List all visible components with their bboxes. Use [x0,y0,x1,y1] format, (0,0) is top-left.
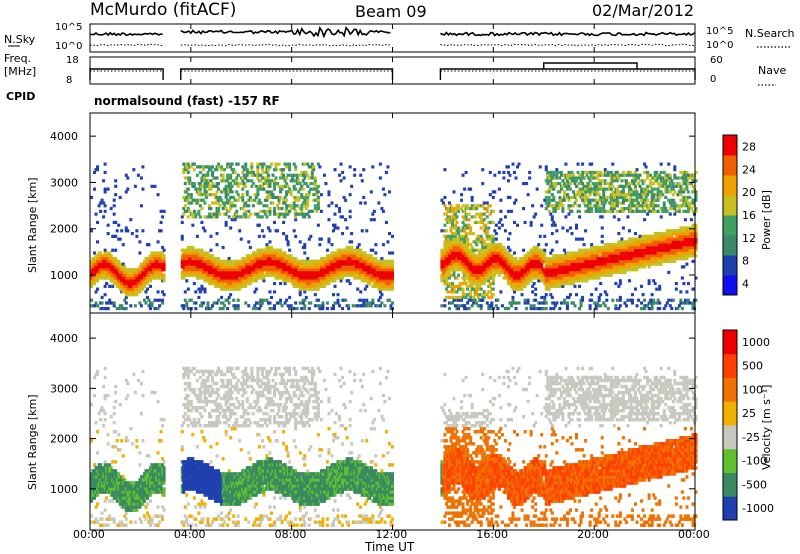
nsearch-tick-low: 10^0 [706,40,733,51]
ytick-label: 4000 [50,130,78,143]
xtick-label: 20:00 [577,528,609,541]
ytick-label: 1000 [50,269,78,282]
xtick-labels: 00:00 04:00 08:00 12:00 16:00 20:00 00:00 [73,528,710,541]
colorbar-swatch [723,330,737,355]
cpid-text: normalsound (fast) -157 RF [94,94,280,108]
nave-tick-low: 0 [710,74,716,85]
colorbar-tick-label: 28 [742,140,756,153]
ytick-label: 1000 [50,483,78,496]
nsky-tick-low: 10^0 [55,41,82,52]
velocity-colorbar: 1000 500 100 25 -25 -100 -500 -1000 [722,329,774,521]
xtick-label: 00:00 [73,528,105,541]
colorbar-swatch [723,155,737,176]
ytick-label: 2000 [50,433,78,446]
colorbar-tick-label: 100 [742,383,763,396]
freq-tick-high: 18 [66,55,79,66]
power-cbar-label: Power [dB] [760,190,773,250]
colorbar-swatch [723,235,737,256]
colorbar-swatch [723,425,737,450]
noise-lines [89,25,695,47]
xtick-label: 04:00 [174,528,206,541]
colorbar-swatch [723,401,737,426]
colorbar-tick-label: 24 [742,163,756,176]
nsearch-tick-high: 10^5 [706,26,733,37]
colorbar-tick-label: 1000 [742,336,770,349]
ytick-label: 4000 [50,332,78,345]
site-title: McMurdo (fitACF) [90,0,237,20]
colorbar-swatch [723,472,737,497]
colorbar-tick-label: 20 [742,186,756,199]
date-title: 02/Mar/2012 [592,1,695,20]
colorbar-tick-label: -100 [742,455,767,468]
colorbar-tick-label: 12 [742,232,756,245]
colorbar-swatch [723,496,737,521]
axis-ticks [89,24,696,530]
velocity-cbar-label: Velocity [m s⁻¹] [760,385,773,470]
colorbar-tick-label: 25 [742,407,756,420]
colorbar-tick-label: -500 [742,478,767,491]
ytick-label: 3000 [50,382,78,395]
nave-tick-high: 60 [710,55,723,66]
colorbar-swatch [723,215,737,236]
colorbar-swatch [723,175,737,196]
colorbar-swatch [723,448,737,473]
power-colorbar: 28 24 20 16 12 8 4 [722,134,756,296]
colorbar-tick-label: 8 [742,255,749,268]
velocity-ylabel: Slant Range [km] [26,394,39,490]
xtick-label: 00:00 [678,528,710,541]
xtick-label: 12:00 [376,528,408,541]
velocity-scatter-layer [90,366,698,527]
ytick-label: 3000 [50,176,78,189]
colorbar-tick-label: 500 [742,360,763,373]
colorbar-tick-label: -1000 [742,502,774,515]
colorbar-swatch [723,195,737,216]
freq-label-2: [MHz] [4,65,36,78]
power-ylabel: Slant Range [km] [26,177,39,273]
power-scatter-layer [90,162,698,311]
xtick-label: 16:00 [476,528,508,541]
freq-lines [89,62,696,80]
x-axis-label: Time UT [364,540,415,554]
ytick-labels: 4000 3000 2000 1000 4000 3000 2000 1000 [50,130,78,496]
xtick-label: 08:00 [275,528,307,541]
colorbar-swatch [723,275,737,296]
beam-title: Beam 09 [355,2,427,21]
colorbar-swatch [723,353,737,378]
nsky-label: N.Sky [4,33,36,46]
cpid-label: CPID [6,90,35,103]
nsearch-label: N.Search [745,27,795,40]
nave-label: Nave [758,64,786,77]
colorbar-swatch [723,255,737,276]
freq-tick-low: 8 [66,75,72,86]
freq-label-1: Freq. [4,52,31,65]
ytick-label: 2000 [50,223,78,236]
colorbar-swatch [723,135,737,156]
colorbar-tick-label: 4 [742,278,749,291]
colorbar-tick-label: -25 [742,431,760,444]
colorbar-tick-label: 16 [742,209,756,222]
nsky-tick-high: 10^5 [55,22,82,33]
colorbar-swatch [723,377,737,402]
